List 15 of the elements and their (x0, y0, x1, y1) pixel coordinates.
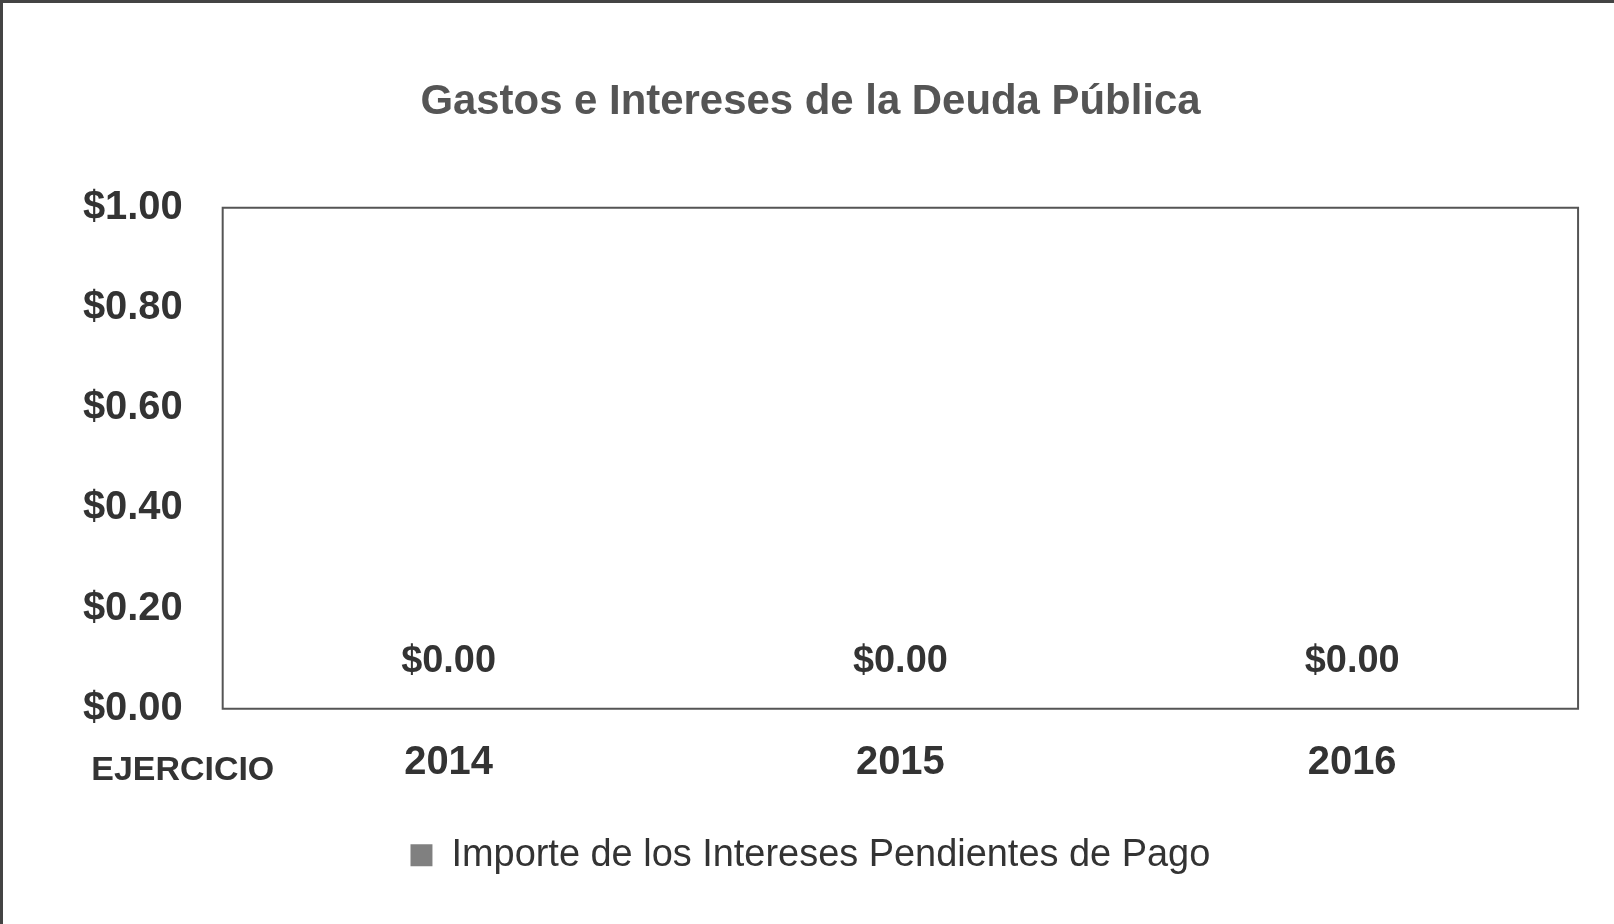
x-axis-title: EJERCICIO (91, 748, 275, 787)
x-tick-label: 2016 (1307, 737, 1397, 782)
x-tick-label: 2014 (404, 737, 493, 782)
y-tick-label: $0.00 (82, 683, 183, 728)
y-tick-label: $0.40 (82, 483, 183, 528)
x-tick-label: 2015 (855, 737, 945, 782)
y-tick-label: $1.00 (82, 182, 183, 227)
chart-title: Gastos e Intereses de la Deuda Pública (420, 76, 1202, 124)
y-tick-label: $0.20 (82, 583, 183, 628)
data-label: $0.00 (852, 638, 948, 681)
y-tick-label: $0.80 (82, 282, 183, 327)
data-label: $0.00 (401, 638, 497, 681)
y-tick-label: $0.60 (82, 383, 183, 428)
legend-label: Importe de los Intereses Pendientes de Pago (451, 831, 1211, 874)
data-label: $0.00 (1304, 638, 1400, 681)
